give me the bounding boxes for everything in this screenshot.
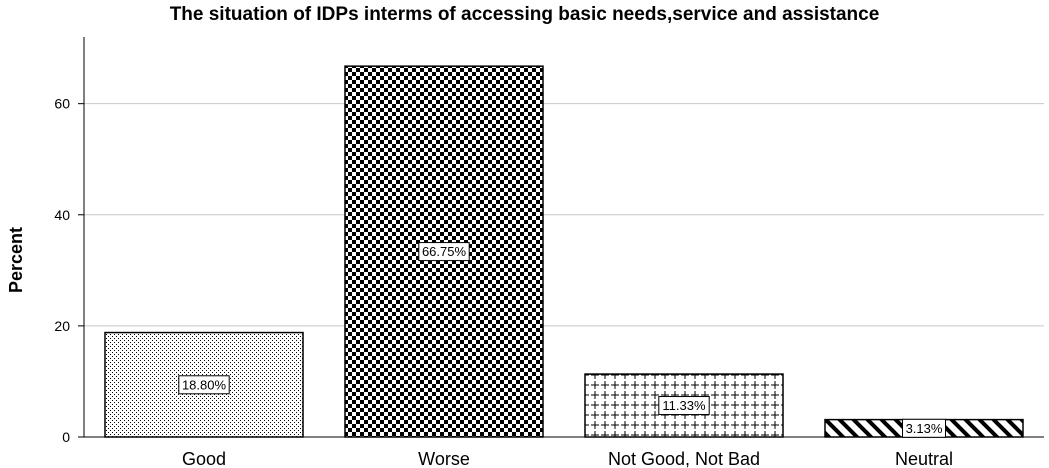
y-tick-label: 40: [54, 207, 70, 223]
y-tick-label: 0: [62, 429, 70, 445]
x-tick-label: Good: [182, 449, 226, 468]
data-labels: 18.80% 66.75% 11.33% 3.13%: [178, 242, 946, 438]
data-label-box: [658, 396, 710, 416]
y-tick-label: 20: [54, 318, 70, 334]
x-tick-label: Neutral: [895, 449, 953, 468]
x-tick-label: Not Good, Not Bad: [608, 449, 760, 468]
data-label: 66.75%: [422, 244, 467, 259]
chart-title: The situation of IDPs interms of accessi…: [169, 4, 880, 25]
bars: [104, 65, 1024, 438]
data-label: 11.33%: [662, 398, 706, 413]
gridlines: [84, 103, 1044, 327]
data-label: 18.80%: [182, 377, 227, 392]
x-tick-label: Worse: [418, 449, 470, 468]
axes: 0 20 40 60 Good Worse Not Good, Not Bad Neutral: [54, 37, 1044, 468]
data-label-box: [178, 375, 230, 395]
data-label-box: [902, 418, 946, 438]
data-label: 3.13%: [906, 421, 943, 436]
y-tick-label: 60: [54, 96, 70, 112]
data-label-box: [418, 242, 470, 262]
